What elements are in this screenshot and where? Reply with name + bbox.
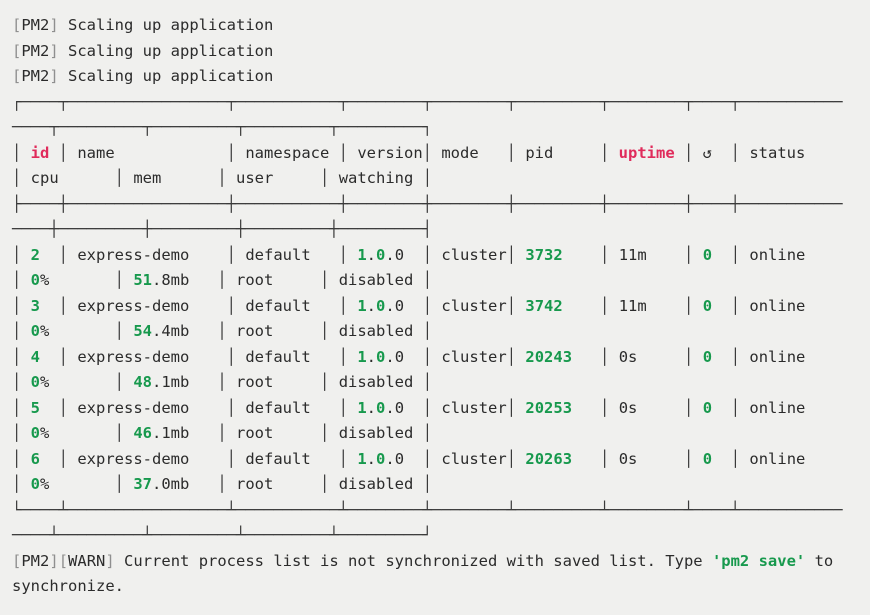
terminal-line: │ 0% │ 54.4mb │ root │ disabled │ <box>12 322 433 340</box>
terminal-line: │ 4 │ express-demo │ default │ 1.0.0 │ c… <box>12 347 843 366</box>
terminal-line: │ 0% │ 37.0mb │ root │ disabled │ <box>12 475 433 493</box>
terminal-line: │ 3 │ express-demo │ default │ 1.0.0 │ c… <box>12 296 843 315</box>
terminal-line: │ 5 │ express-demo │ default │ 1.0.0 │ c… <box>12 398 843 417</box>
terminal-line: synchronize. <box>12 577 124 595</box>
terminal-line: │ cpu │ mem │ user │ watching │ <box>12 169 433 187</box>
terminal-line: │ id │ name │ namespace │ version│ mode … <box>12 143 843 162</box>
terminal-line: │ 0% │ 48.1mb │ root │ disabled │ <box>12 373 433 391</box>
restart-icon: ↺ <box>693 143 731 162</box>
terminal-line: ┌────┬─────────────────┬───────────┬────… <box>12 92 843 111</box>
terminal-line: ────┴─────────┴─────────┴─────────┴─────… <box>12 526 432 544</box>
terminal-line: [PM2][WARN] Current process list is not … <box>12 551 834 570</box>
terminal-line: [PM2] Scaling up application <box>12 67 274 85</box>
terminal-line: ────┬─────────┬─────────┬─────────┬─────… <box>12 118 432 136</box>
terminal-line: ────┼─────────┼─────────┼─────────┼─────… <box>12 220 432 238</box>
terminal-line: ├────┼─────────────────┼───────────┼────… <box>12 194 843 213</box>
terminal-line: │ 0% │ 46.1mb │ root │ disabled │ <box>12 424 433 442</box>
terminal-line: └────┴─────────────────┴───────────┴────… <box>12 500 843 519</box>
terminal-line: │ 6 │ express-demo │ default │ 1.0.0 │ c… <box>12 449 843 468</box>
terminal-line: [PM2] Scaling up application <box>12 16 274 34</box>
terminal-line: │ 0% │ 51.8mb │ root │ disabled │ <box>12 271 433 289</box>
terminal-output: [PM2] Scaling up application [PM2] Scalin… <box>12 13 870 615</box>
terminal-line: [PM2] Scaling up application <box>12 41 274 60</box>
terminal-line: │ 2 │ express-demo │ default │ 1.0.0 │ c… <box>12 245 843 264</box>
